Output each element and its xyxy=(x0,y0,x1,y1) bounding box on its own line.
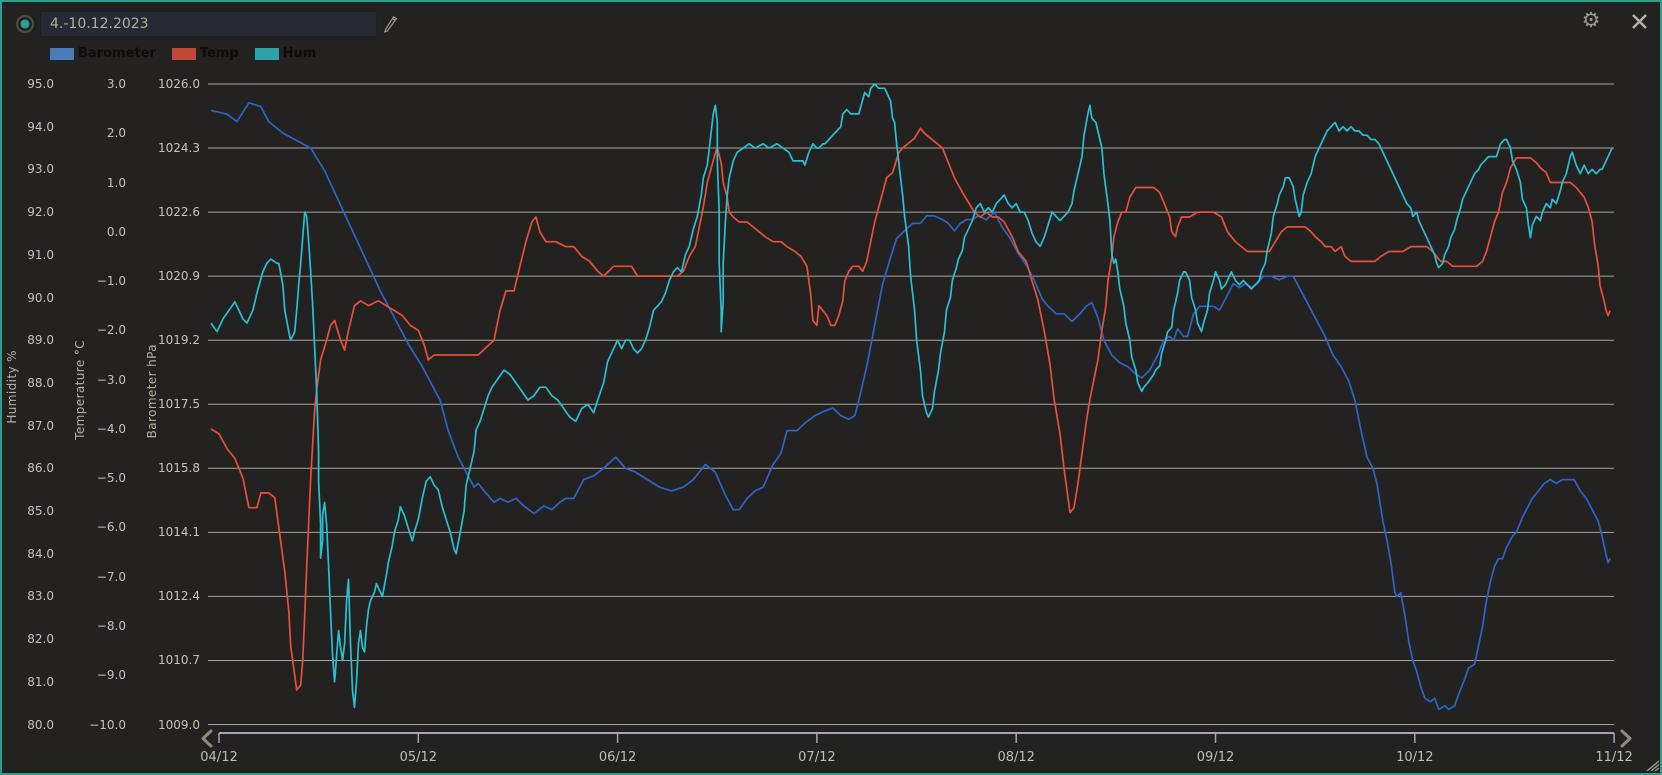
record-circle-icon[interactable] xyxy=(15,14,35,34)
pencil-icon[interactable] xyxy=(383,15,399,33)
series-hum xyxy=(210,83,1613,709)
legend-swatch-barometer xyxy=(50,47,74,60)
legend-item-hum[interactable]: Hum xyxy=(254,46,317,61)
resize-handle-icon[interactable] xyxy=(1645,759,1659,771)
legend-swatch-temp xyxy=(171,47,196,60)
scroll-left-icon[interactable] xyxy=(200,729,214,748)
close-icon[interactable] xyxy=(1631,13,1648,30)
legend-label: Barometer xyxy=(78,46,156,61)
legend-item-temp[interactable]: Temp xyxy=(171,46,239,61)
scroll-right-icon[interactable] xyxy=(1619,729,1633,748)
legend-item-barometer[interactable]: Barometer xyxy=(50,46,156,61)
series-temp xyxy=(210,127,1611,691)
legend-label: Hum xyxy=(282,46,317,61)
gear-icon[interactable]: ⚙ xyxy=(1581,8,1601,32)
legend-label: Temp xyxy=(199,46,239,61)
chart-legend: Barometer Temp Hum xyxy=(50,46,316,61)
date-range-input[interactable] xyxy=(40,11,377,37)
series-barometer xyxy=(210,101,1611,711)
legend-swatch-hum xyxy=(254,47,279,60)
